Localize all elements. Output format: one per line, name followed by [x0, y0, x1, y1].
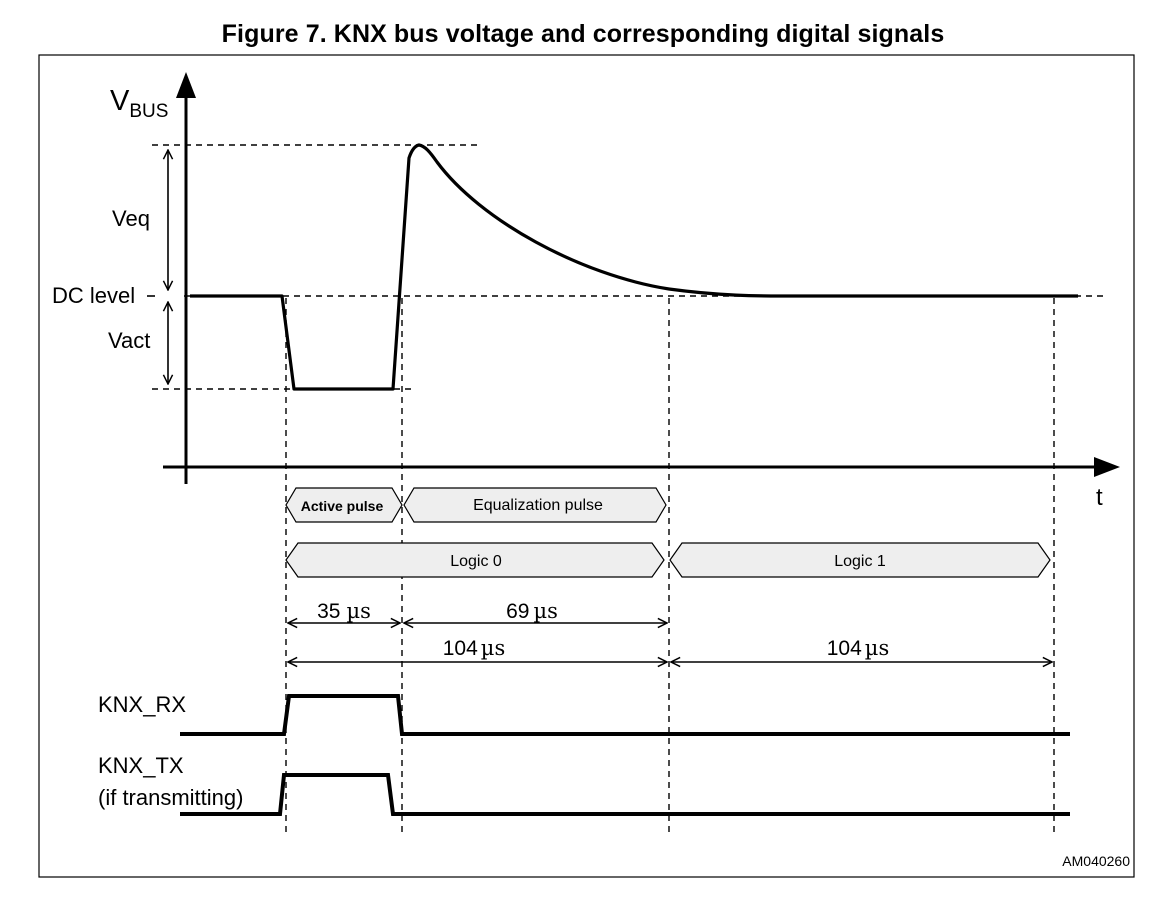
dc-level-label: DC level: [52, 283, 135, 308]
knx-rx-label: KNX_RX: [98, 692, 186, 717]
y-axis-label-sub: BUS: [129, 101, 168, 122]
bus-voltage-waveform: [190, 143, 1078, 391]
y-axis-arrowhead: [176, 72, 196, 98]
y-axis-label: VBUS: [110, 85, 168, 122]
figure-frame: [38, 54, 1135, 878]
knx-rx-signal: [180, 694, 1070, 736]
logic1-label: Logic 1: [834, 553, 886, 570]
reference-lines: [152, 144, 1103, 390]
knx-tx-signal: [180, 773, 1070, 816]
knx-tx-sublabel: (if transmitting): [98, 785, 243, 810]
y-axis-label-main: V: [110, 85, 130, 117]
veq-label: Veq: [112, 206, 150, 231]
equalization-pulse-label: Equalization pulse: [473, 497, 603, 514]
logic1-box: [669, 542, 1051, 578]
figure-id: AM040260: [1062, 853, 1130, 869]
logic0-label: Logic 0: [450, 553, 502, 570]
logic0-duration-label: 104 µs: [443, 636, 505, 660]
logic1-duration-label: 104 µs: [827, 636, 889, 660]
duration-arrows: [288, 623, 1052, 662]
active-duration-label: 35 µs: [317, 599, 371, 623]
active-pulse-box: [285, 487, 403, 523]
logic0-box: [285, 542, 665, 578]
active-pulse-label: Active pulse: [301, 498, 384, 514]
x-axis-label: t: [1096, 484, 1103, 511]
knx-tx-label: KNX_TX: [98, 753, 184, 778]
x-axis-arrowhead: [1094, 457, 1120, 477]
equalization-pulse-box: [403, 487, 667, 523]
figure-title: Figure 7. KNX bus voltage and correspond…: [221, 20, 945, 48]
equalization-duration-label: 69 µs: [506, 599, 558, 623]
vact-label: Vact: [108, 328, 150, 353]
